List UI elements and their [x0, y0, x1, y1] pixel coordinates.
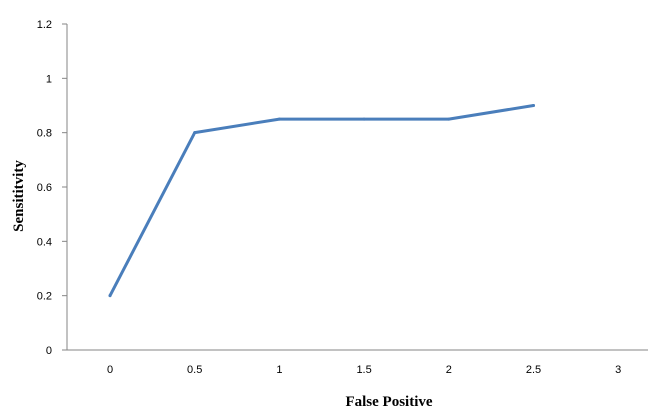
y-tick-label: 0.8 [37, 128, 52, 140]
x-tick-label: 1.5 [356, 364, 371, 376]
x-tick-label: 0.5 [187, 364, 202, 376]
y-tick-label: 0.4 [37, 236, 52, 248]
data-point [193, 131, 197, 135]
data-point [277, 117, 281, 121]
data-point [532, 104, 535, 107]
y-axis-title: Sensititvity [11, 160, 27, 232]
series-line [108, 104, 535, 298]
series-group [108, 104, 535, 298]
x-tick-label: 3 [615, 364, 621, 376]
y-tick-label: 1 [46, 73, 52, 85]
data-point [447, 117, 451, 121]
y-tick-label: 0.2 [37, 291, 52, 303]
x-tick-label: 1 [276, 364, 282, 376]
y-tick-label: 0 [46, 345, 52, 357]
y-tick-label: 1.2 [37, 19, 52, 31]
data-point [108, 294, 112, 298]
y-tick-group: 0 0.2 0.4 0.6 0.8 1 1.2 [37, 19, 67, 357]
y-tick-label: 0.6 [37, 182, 52, 194]
x-tick-label: 2 [446, 364, 452, 376]
x-tick-label: 2.5 [526, 364, 541, 376]
x-tick-label: 0 [107, 364, 113, 376]
x-axis-title: False Positive [345, 394, 432, 410]
data-point [362, 117, 366, 121]
x-tick-group: 0 0.5 1 1.5 2 2.5 3 [107, 364, 621, 376]
axes-group [66, 24, 648, 351]
